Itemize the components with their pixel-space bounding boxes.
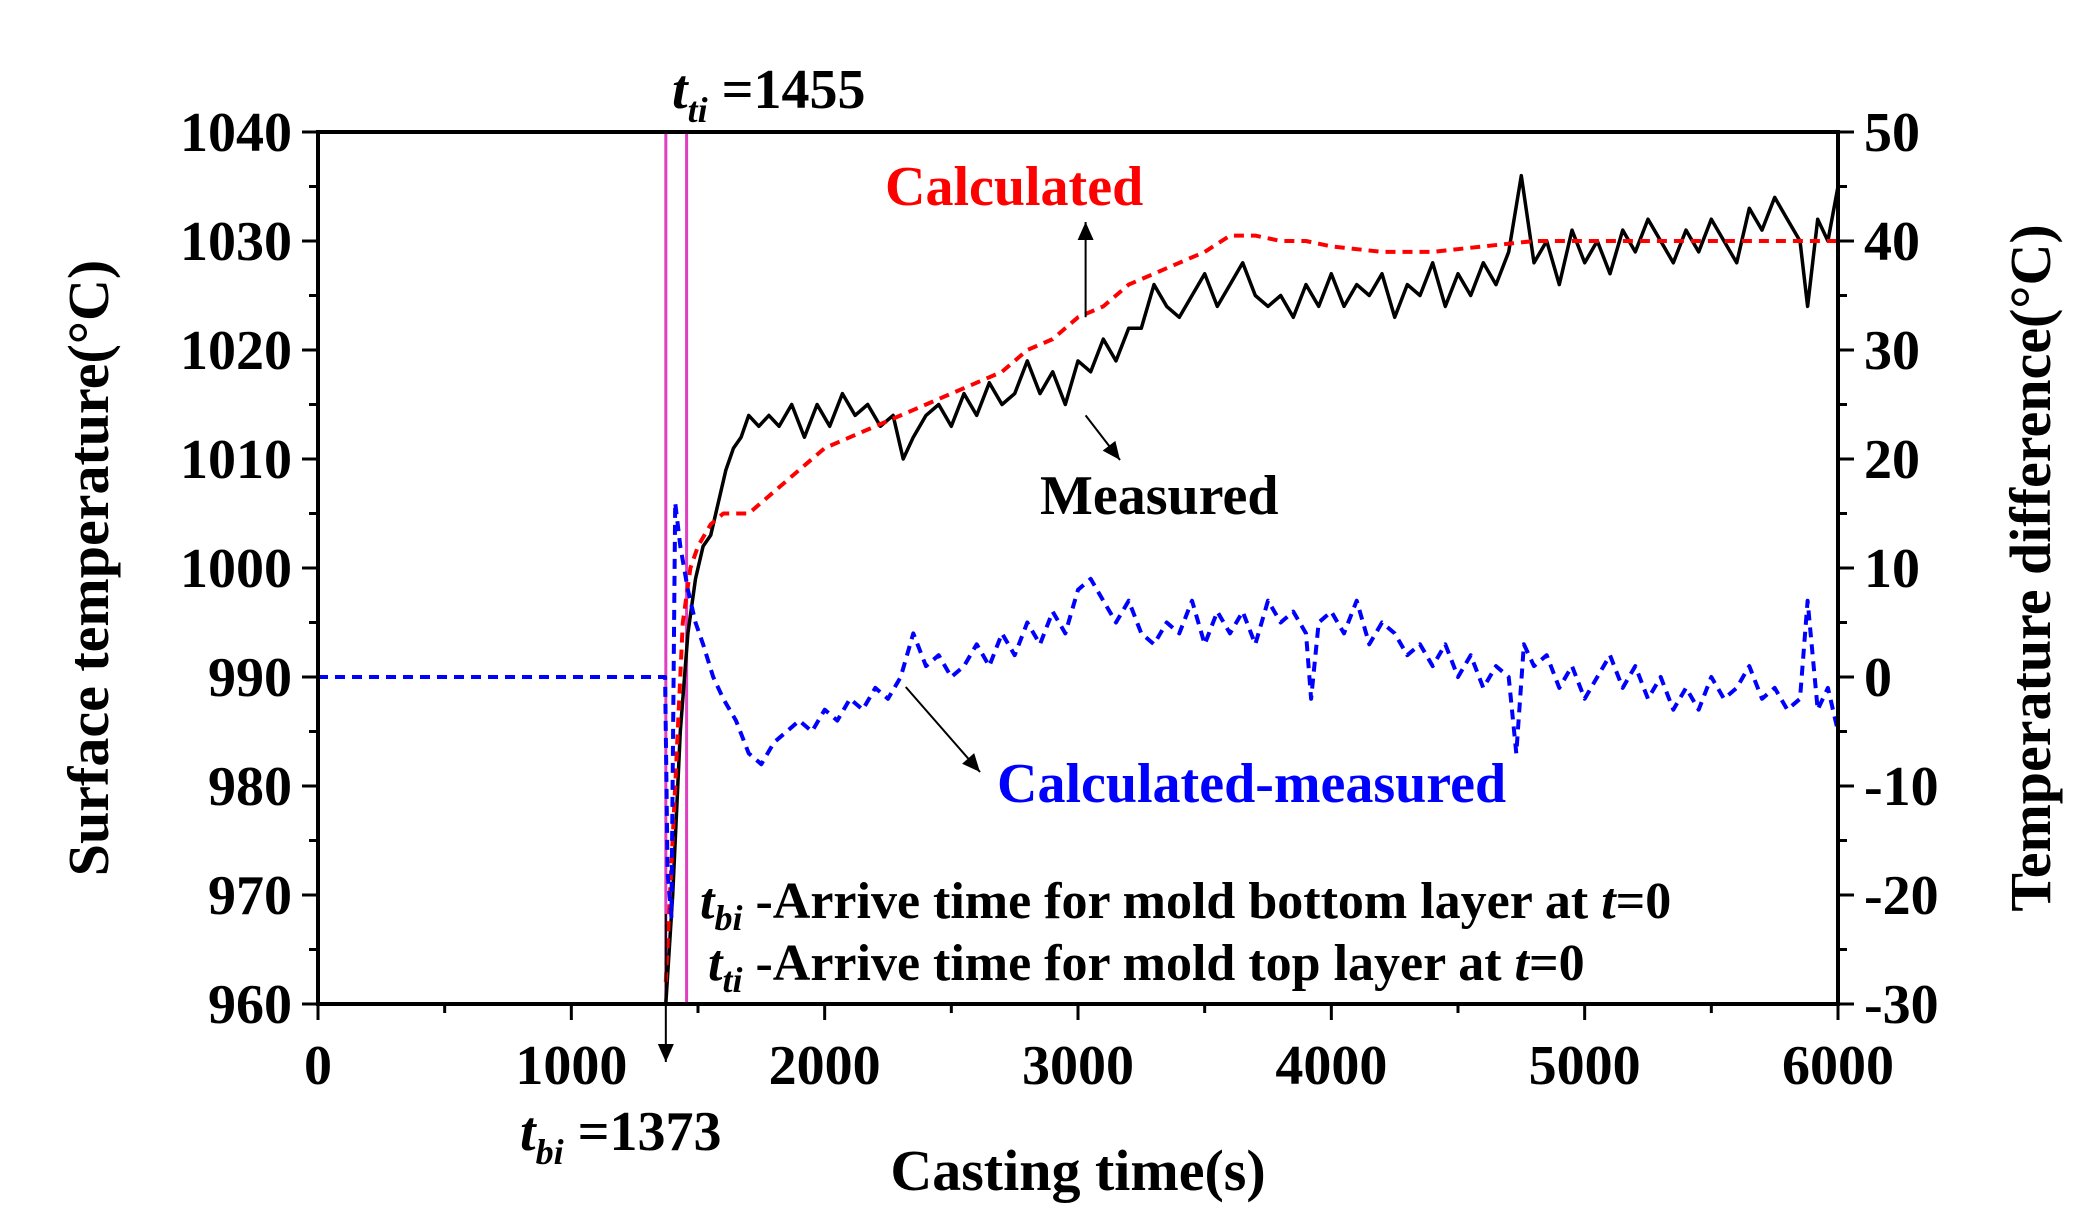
legend-ti-sub: ti: [722, 960, 742, 1000]
y-left-tick-label: 1010: [180, 429, 292, 491]
legend-bi-rest: -Arrive time for mold bottom layer at: [742, 873, 1601, 930]
tbi-bottom-rest: =1373: [564, 1101, 722, 1163]
y-right-tick-label: 50: [1864, 102, 1920, 164]
y-left-axis-title: Surface temperature(°C): [56, 260, 121, 876]
legend-ti-rest: -Arrive time for mold top layer at: [742, 935, 1514, 992]
y-right-tick-label: 20: [1864, 429, 1920, 491]
y-right-tick-label: -20: [1864, 865, 1939, 927]
y-right-tick-label: 0: [1864, 647, 1892, 709]
x-tick-label: 5000: [1529, 1035, 1641, 1097]
y-left-tick-label: 1030: [180, 211, 292, 273]
difference-arrow-head: [962, 753, 980, 772]
legend-ti: tti -Arrive time for mold top layer at t…: [708, 935, 1585, 1000]
tti-top-label: tti =1455: [672, 59, 866, 130]
calculated-arrow-head: [1077, 222, 1094, 240]
tbi-bottom-label: tbi =1373: [520, 1101, 722, 1172]
y-left-tick-label: 970: [208, 865, 292, 927]
y-right-tick-label: -30: [1864, 974, 1939, 1036]
calculated-label: Calculated: [885, 156, 1143, 218]
tti-top-rest: =1455: [708, 59, 866, 121]
tti-top-t: t: [672, 59, 689, 121]
x-axis-title: Casting time(s): [890, 1138, 1265, 1203]
y-left-tick-label: 990: [208, 647, 292, 709]
tbi-arrow-head: [657, 1044, 674, 1062]
legend-ti-tvar: t: [1515, 935, 1531, 992]
legend-bi-end: =0: [1616, 873, 1672, 930]
series-measured: [664, 173, 1838, 1004]
y-left-tick-label: 1020: [180, 320, 292, 382]
y-left-tick-label: 1000: [180, 538, 292, 600]
y-left-tick-label: 980: [208, 756, 292, 818]
x-tick-label: 0: [304, 1035, 332, 1097]
tbi-bottom-sub: bi: [536, 1132, 564, 1172]
legend-ti-t: t: [708, 935, 724, 992]
series-calculated: [663, 233, 1838, 983]
x-tick-label: 1000: [515, 1035, 627, 1097]
y-right-tick-label: 40: [1864, 211, 1920, 273]
y-right-tick-label: 30: [1864, 320, 1920, 382]
difference-arrow-line: [904, 686, 981, 773]
legend-bi-tvar: t: [1601, 873, 1617, 930]
x-tick-label: 2000: [769, 1035, 881, 1097]
difference-label: Calculated-measured: [997, 753, 1506, 815]
y-right-axis-title: Temperature difference(°C): [1998, 224, 2063, 911]
y-left-tick-label: 1040: [180, 102, 292, 164]
legend-bi: tbi -Arrive time for mold bottom layer a…: [700, 873, 1671, 938]
y-left-tick-label: 960: [208, 974, 292, 1036]
x-tick-label: 3000: [1022, 1035, 1134, 1097]
tbi-bottom-t: t: [520, 1101, 537, 1163]
measured-arrow-head: [1102, 440, 1120, 460]
measured-label: Measured: [1040, 465, 1279, 527]
x-tick-label: 4000: [1275, 1035, 1387, 1097]
legend-ti-end: =0: [1529, 935, 1585, 992]
legend-bi-sub: bi: [714, 898, 742, 938]
y-right-tick-label: -10: [1864, 756, 1939, 818]
x-tick-label: 6000: [1782, 1035, 1894, 1097]
legend-bi-t: t: [700, 873, 716, 930]
tti-top-sub: ti: [688, 90, 708, 130]
series-calculated-measured: [318, 500, 1838, 919]
y-right-tick-label: 10: [1864, 538, 1920, 600]
